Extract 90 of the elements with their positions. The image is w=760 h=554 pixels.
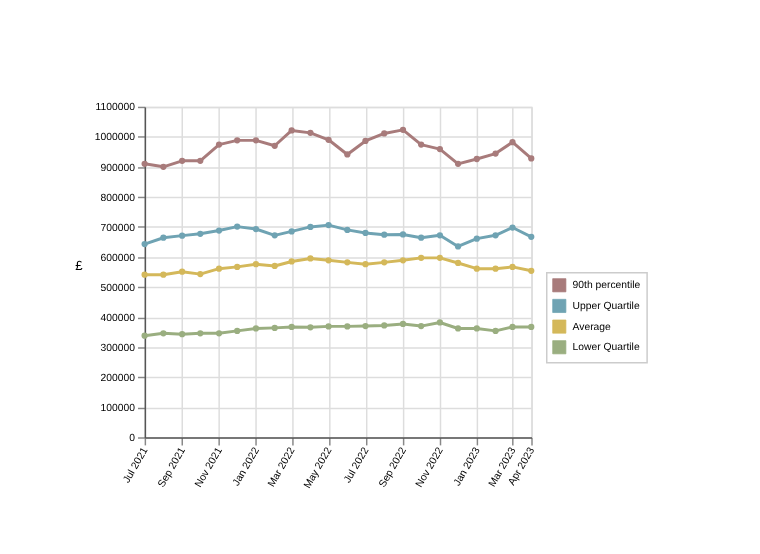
- point: [215, 265, 223, 272]
- point: [307, 255, 314, 262]
- point: [473, 265, 480, 272]
- point: [215, 227, 223, 234]
- point: [362, 322, 369, 330]
- point: [215, 141, 223, 148]
- point: [454, 259, 462, 267]
- point: [215, 330, 223, 337]
- point: [141, 160, 148, 167]
- point: [418, 254, 425, 261]
- point: [399, 320, 407, 328]
- point: [288, 127, 295, 134]
- point: [509, 224, 516, 231]
- point: [179, 157, 186, 164]
- point: [436, 145, 444, 153]
- point: [344, 226, 351, 234]
- point: [325, 136, 332, 143]
- point: [141, 240, 148, 248]
- point: [492, 327, 499, 335]
- point: [492, 265, 499, 272]
- point: [307, 324, 314, 331]
- point: [454, 243, 462, 250]
- point: [160, 163, 167, 170]
- point: [271, 232, 278, 239]
- point: [436, 254, 444, 261]
- point: [362, 137, 369, 145]
- point: [492, 150, 499, 157]
- point: [271, 262, 278, 270]
- point: [307, 129, 314, 136]
- point: [344, 323, 351, 330]
- point: [344, 151, 351, 158]
- point: [252, 225, 260, 233]
- point: [271, 142, 278, 149]
- point: [528, 323, 535, 331]
- point: [528, 267, 535, 274]
- point: [418, 234, 425, 241]
- point: [528, 155, 535, 162]
- line-series: [141, 126, 535, 170]
- point: [197, 230, 204, 237]
- point: [344, 259, 351, 266]
- point: [399, 231, 407, 238]
- point: [197, 157, 204, 164]
- point: [509, 323, 516, 331]
- line-series: [141, 221, 535, 250]
- point: [362, 261, 369, 268]
- point: [473, 235, 480, 242]
- point: [362, 229, 369, 237]
- point: [473, 325, 480, 332]
- point: [160, 271, 167, 278]
- point: [179, 331, 186, 338]
- point: [436, 232, 444, 239]
- point: [509, 139, 516, 146]
- point: [418, 322, 425, 330]
- point: [399, 126, 407, 133]
- point: [399, 257, 407, 264]
- point: [234, 137, 241, 144]
- point: [307, 223, 314, 231]
- point: [381, 231, 388, 238]
- point: [179, 232, 186, 239]
- point: [436, 319, 444, 326]
- point: [252, 261, 260, 268]
- point: [197, 330, 204, 337]
- point: [418, 141, 425, 148]
- point: [160, 234, 167, 241]
- point: [381, 130, 388, 137]
- point: [234, 223, 241, 230]
- point: [288, 323, 295, 331]
- point: [381, 259, 388, 266]
- point: [325, 257, 332, 264]
- point: [234, 263, 241, 271]
- point: [325, 323, 332, 330]
- point: [492, 232, 499, 239]
- point: [252, 325, 260, 332]
- point: [234, 327, 241, 335]
- point: [473, 155, 480, 163]
- point: [288, 258, 295, 265]
- point: [179, 268, 186, 275]
- point: [454, 325, 462, 332]
- point: [141, 332, 148, 339]
- point: [381, 322, 388, 329]
- point: [271, 324, 278, 332]
- point: [288, 228, 295, 235]
- point: [509, 263, 516, 271]
- point: [141, 271, 148, 278]
- point: [160, 330, 167, 337]
- point: [325, 221, 332, 229]
- point: [197, 270, 204, 278]
- point: [454, 160, 462, 167]
- point: [252, 137, 260, 144]
- point: [528, 233, 535, 240]
